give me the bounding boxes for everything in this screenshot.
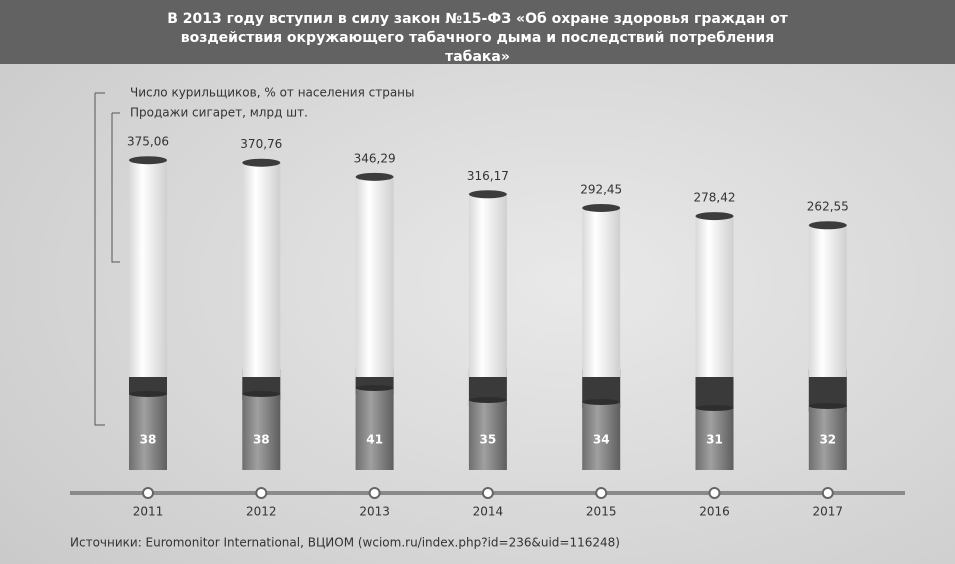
legend-bracket: [94, 92, 105, 426]
timeline-dot: [821, 487, 834, 499]
timeline-dot: [368, 487, 381, 499]
x-tick-label: 2017: [813, 505, 844, 519]
filter: [355, 388, 394, 470]
value-label: 375,06: [127, 135, 169, 149]
timeline-dot: [255, 487, 268, 499]
value-label: 32: [819, 433, 836, 447]
legend-label: Продажи сигарет, млрд шт.: [130, 106, 308, 120]
value-label: 262,55: [807, 200, 849, 214]
value-label: 370,76: [240, 137, 282, 151]
filter-top: [355, 385, 394, 391]
filter: [242, 394, 281, 470]
cigarette-end: [582, 203, 621, 212]
value-label: 35: [480, 433, 497, 447]
filter-top: [129, 391, 167, 397]
x-tick-label: 2015: [586, 505, 617, 519]
x-tick-label: 2014: [473, 505, 504, 519]
filter-top: [468, 397, 507, 403]
filter-top: [808, 403, 847, 409]
filter: [468, 400, 507, 470]
filter: [129, 394, 167, 470]
value-label: 346,29: [354, 151, 396, 165]
source: Источники: Euromonitor International, ВЦ…: [70, 536, 620, 550]
timeline-dot: [595, 487, 608, 499]
cigarette-paper: [808, 225, 847, 377]
value-label: 278,42: [694, 191, 736, 205]
filter: [695, 408, 734, 470]
cigarette-end: [355, 172, 394, 181]
value-label: 38: [140, 433, 157, 447]
filter-top: [242, 391, 281, 397]
value-label: 316,17: [467, 169, 509, 183]
cigarette-end: [129, 156, 167, 165]
filter-top: [582, 399, 621, 405]
cigarette-paper: [468, 194, 507, 377]
value-label: 34: [593, 433, 610, 447]
cigarette-end: [808, 221, 847, 230]
value-label: 38: [253, 433, 270, 447]
title-bar: [0, 0, 955, 64]
cigarette-end: [695, 212, 734, 221]
legend-label: Число курильщиков, % от населения страны: [130, 86, 415, 100]
x-tick-label: 2016: [699, 505, 730, 519]
filter-top: [695, 405, 734, 411]
value-label: 292,45: [580, 182, 622, 196]
value-label: 41: [366, 433, 383, 447]
cigarette-end: [468, 190, 507, 199]
cigarette-paper: [242, 162, 281, 377]
chart-title: В 2013 году вступил в силу закон №15-ФЗ …: [167, 11, 788, 65]
timeline-dot: [481, 487, 494, 499]
timeline-dot: [708, 487, 721, 499]
legend-bracket: [111, 112, 120, 263]
x-tick-label: 2013: [359, 505, 390, 519]
timeline-dot: [142, 487, 154, 499]
filter: [808, 406, 847, 470]
cigarette-paper: [129, 160, 167, 377]
cigarette-end: [242, 158, 281, 167]
filter: [582, 402, 621, 470]
cigarette-paper: [355, 176, 394, 377]
x-tick-label: 2011: [133, 505, 164, 519]
x-tick-label: 2012: [246, 505, 277, 519]
cigarette-paper: [695, 216, 734, 377]
cigarette-paper: [582, 207, 621, 377]
value-label: 31: [706, 433, 723, 447]
